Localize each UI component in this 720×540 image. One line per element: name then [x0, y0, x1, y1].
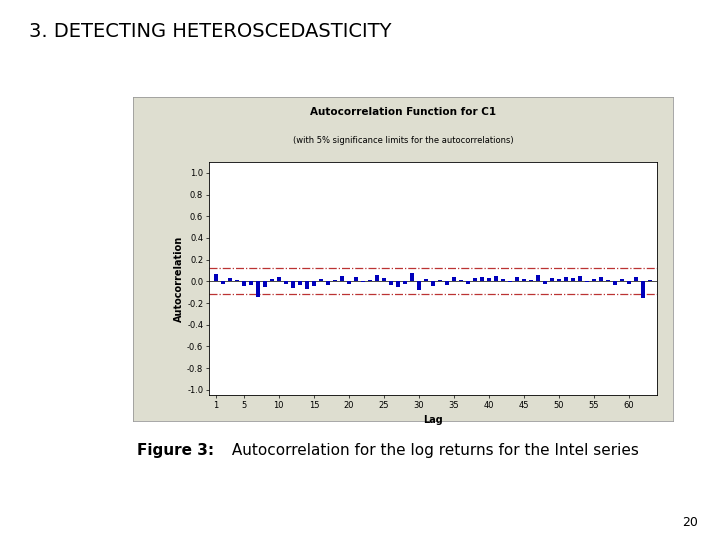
Bar [354, 277, 358, 281]
Bar [235, 280, 239, 281]
Bar [242, 281, 246, 286]
Bar [249, 281, 253, 285]
Bar [424, 279, 428, 281]
Bar [515, 277, 519, 281]
Bar [396, 281, 400, 287]
Bar [564, 277, 568, 281]
Bar [228, 278, 232, 281]
Bar [613, 281, 617, 285]
Bar [305, 281, 309, 289]
Bar [347, 281, 351, 284]
Bar [263, 281, 266, 287]
Y-axis label: Autocorrelation: Autocorrelation [174, 235, 184, 322]
Bar [529, 280, 533, 281]
Bar [256, 281, 260, 296]
Bar [277, 277, 281, 281]
Bar [522, 279, 526, 281]
Bar [298, 281, 302, 285]
Bar [501, 279, 505, 281]
X-axis label: Lag: Lag [423, 415, 443, 426]
Bar [389, 281, 393, 285]
Bar [606, 280, 610, 281]
Bar [585, 281, 589, 282]
Bar [543, 281, 547, 284]
Bar [438, 280, 442, 281]
Bar [326, 281, 330, 285]
Bar [536, 275, 540, 281]
Bar [620, 279, 624, 281]
Bar [410, 273, 414, 281]
Bar [319, 279, 323, 281]
Bar [452, 277, 456, 281]
Bar [627, 281, 631, 284]
Bar [221, 281, 225, 284]
Bar [578, 276, 582, 281]
Bar [431, 281, 435, 286]
Bar [550, 278, 554, 281]
Bar [508, 281, 512, 282]
Bar [459, 280, 463, 281]
Bar [403, 281, 407, 284]
Bar [599, 277, 603, 281]
Bar [466, 281, 470, 284]
Bar [487, 278, 491, 281]
Bar [634, 277, 638, 281]
Bar [557, 279, 561, 281]
Bar [291, 281, 294, 288]
Text: Autocorrelation Function for C1: Autocorrelation Function for C1 [310, 107, 496, 117]
Bar [214, 274, 217, 281]
Bar [284, 281, 288, 284]
Bar [375, 275, 379, 281]
Bar [480, 277, 484, 281]
Bar [648, 280, 652, 281]
Bar [340, 276, 343, 281]
Bar [641, 281, 645, 298]
Text: 3. DETECTING HETEROSCEDASTICITY: 3. DETECTING HETEROSCEDASTICITY [29, 22, 391, 40]
Text: Autocorrelation for the log returns for the Intel series: Autocorrelation for the log returns for … [227, 443, 639, 458]
Text: 20: 20 [683, 516, 698, 529]
Bar [361, 281, 365, 282]
Bar [417, 281, 420, 290]
Bar [571, 278, 575, 281]
Bar [494, 276, 498, 281]
Bar [333, 280, 337, 281]
Bar [382, 278, 386, 281]
Bar [445, 281, 449, 285]
Text: Figure 3:: Figure 3: [137, 443, 214, 458]
Bar [473, 278, 477, 281]
Bar [312, 281, 316, 286]
Text: (with 5% significance limits for the autocorrelations): (with 5% significance limits for the aut… [293, 136, 513, 145]
Bar [368, 280, 372, 281]
Bar [270, 279, 274, 281]
Bar [592, 279, 596, 281]
